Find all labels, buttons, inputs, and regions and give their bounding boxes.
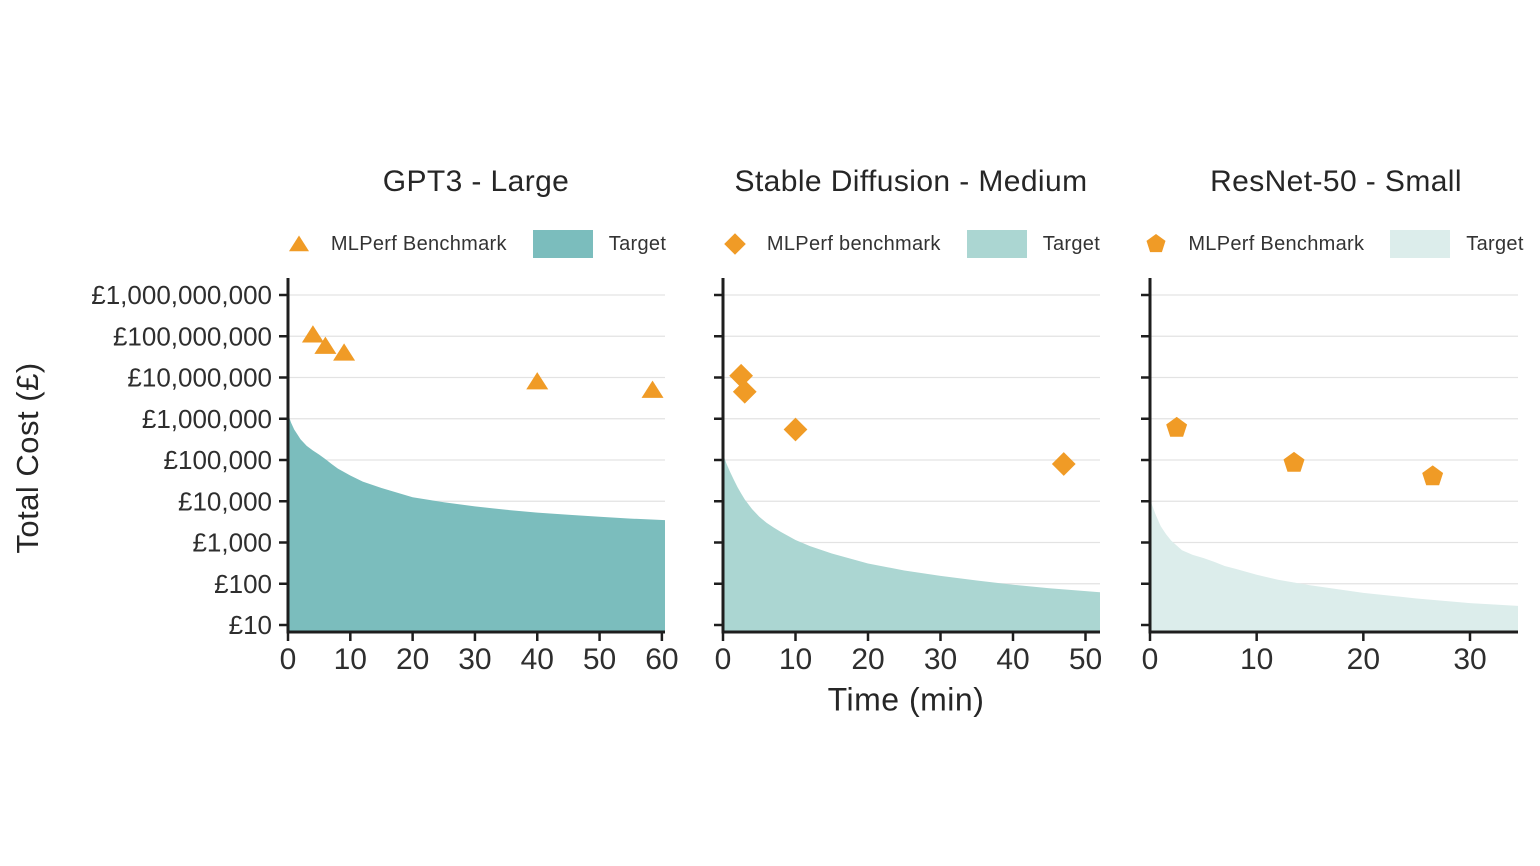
x-axis-title: Time (min) (827, 681, 985, 718)
benchmark-point (301, 325, 324, 343)
legend-benchmark-label: MLPerf Benchmark (330, 232, 507, 255)
panel-title-stable-diffusion-medium: Stable Diffusion - Medium (734, 165, 1088, 198)
y-tick-label: £100 (214, 569, 272, 599)
mlperf-diamond-icon (724, 233, 746, 255)
y-tick-label: £100,000 (164, 445, 272, 475)
y-tick-label: £10,000 (178, 486, 272, 516)
benchmark-point (314, 336, 337, 354)
benchmark-point (783, 417, 808, 442)
x-tick-label: 20 (1347, 643, 1380, 676)
x-tick-label: 30 (458, 643, 491, 676)
y-tick-label: £10,000,000 (127, 363, 272, 393)
benchmark-point (1422, 465, 1444, 486)
target-swatch (966, 230, 1027, 258)
target-swatch (532, 230, 593, 258)
target-area-resnet-50-small (1150, 499, 1518, 632)
x-tick-label: 10 (1240, 643, 1273, 676)
benchmark-point (333, 343, 356, 361)
target-area-stable-diffusion-medium (723, 454, 1100, 632)
legend-gpt3-large: MLPerf Benchmark Target (288, 228, 667, 260)
y-tick-label: £1,000 (192, 528, 272, 558)
x-tick-label: 60 (645, 643, 678, 676)
x-tick-label: 10 (334, 643, 367, 676)
x-tick-label: 30 (924, 643, 957, 676)
legend-benchmark-label: MLPerf Benchmark (1188, 232, 1365, 255)
panel-resnet-50-small: 0 10 20 30 (1141, 278, 1518, 676)
benchmark-point (1051, 452, 1076, 476)
panel-stable-diffusion-medium: 0 10 20 30 40 50 (714, 278, 1102, 676)
benchmark-point (641, 380, 664, 398)
x-tick-label: 0 (1142, 643, 1159, 676)
x-tick-label: 0 (715, 643, 732, 676)
x-tick-label: 40 (521, 643, 554, 676)
x-tick-label: 50 (583, 643, 616, 676)
legend-benchmark-label: MLPerf benchmark (766, 232, 941, 255)
y-tick-label: £1,000,000 (142, 404, 272, 434)
y-axis-title: Total Cost (£) (10, 362, 45, 554)
legend-target-label: Target (608, 232, 667, 255)
x-tick-label: 0 (280, 643, 297, 676)
legend-target-label: Target (1042, 232, 1101, 255)
x-tick-label: 50 (1069, 643, 1102, 676)
panel-title-resnet50-small: ResNet-50 - Small (1210, 165, 1462, 198)
x-tick-label: 10 (779, 643, 812, 676)
legend-target-label: Target (1466, 232, 1524, 255)
target-area-gpt3-large (288, 414, 665, 632)
benchmark-point (732, 379, 757, 404)
legend-resnet50-small: MLPerf Benchmark Target (1146, 228, 1523, 260)
y-tick-label: £1,000,000,000 (91, 280, 272, 310)
target-swatch (1390, 230, 1451, 258)
legend-stable-diffusion-medium: MLPerf benchmark Target (723, 228, 1100, 260)
mlperf-triangle-icon (288, 235, 309, 252)
x-tick-label: 20 (396, 643, 429, 676)
benchmark-point (729, 363, 754, 388)
x-tick-label: 20 (851, 643, 884, 676)
x-tick-label: 30 (1453, 643, 1486, 676)
y-tick-label: £10 (229, 610, 272, 640)
benchmark-point (526, 372, 549, 390)
y-tick-label: £100,000,000 (113, 321, 272, 351)
panel-gpt3-large: £1,000,000,000 £100,000,000 £10,000,000 £1,… (91, 278, 679, 676)
mlperf-pentagon-icon (1146, 234, 1166, 253)
x-tick-label: 40 (996, 643, 1029, 676)
panel-title-gpt3-large: GPT3 - Large (382, 165, 570, 198)
benchmark-point (1166, 416, 1188, 437)
benchmark-point (1283, 451, 1305, 472)
